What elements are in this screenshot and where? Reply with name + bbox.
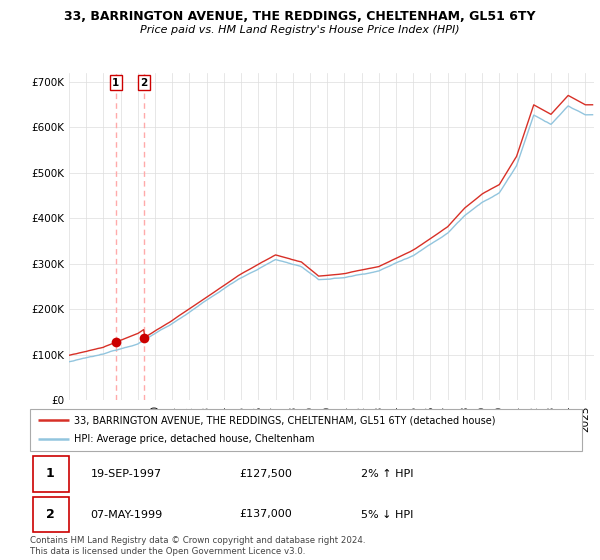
Text: 33, BARRINGTON AVENUE, THE REDDINGS, CHELTENHAM, GL51 6TY (detached house): 33, BARRINGTON AVENUE, THE REDDINGS, CHE… <box>74 415 496 425</box>
Text: 2: 2 <box>46 508 55 521</box>
FancyBboxPatch shape <box>33 456 68 492</box>
FancyBboxPatch shape <box>30 409 582 451</box>
Text: Price paid vs. HM Land Registry's House Price Index (HPI): Price paid vs. HM Land Registry's House … <box>140 25 460 35</box>
Text: 19-SEP-1997: 19-SEP-1997 <box>91 469 162 479</box>
Text: Contains HM Land Registry data © Crown copyright and database right 2024.
This d: Contains HM Land Registry data © Crown c… <box>30 536 365 556</box>
Text: 2% ↑ HPI: 2% ↑ HPI <box>361 469 414 479</box>
Text: 2: 2 <box>140 78 148 88</box>
Text: 1: 1 <box>112 78 119 88</box>
Text: 33, BARRINGTON AVENUE, THE REDDINGS, CHELTENHAM, GL51 6TY: 33, BARRINGTON AVENUE, THE REDDINGS, CHE… <box>64 10 536 23</box>
Text: 5% ↓ HPI: 5% ↓ HPI <box>361 510 413 520</box>
Text: £137,000: £137,000 <box>240 510 293 520</box>
Text: 1: 1 <box>46 468 55 480</box>
FancyBboxPatch shape <box>33 497 68 533</box>
Text: 07-MAY-1999: 07-MAY-1999 <box>91 510 163 520</box>
Text: HPI: Average price, detached house, Cheltenham: HPI: Average price, detached house, Chel… <box>74 435 314 445</box>
Text: £127,500: £127,500 <box>240 469 293 479</box>
